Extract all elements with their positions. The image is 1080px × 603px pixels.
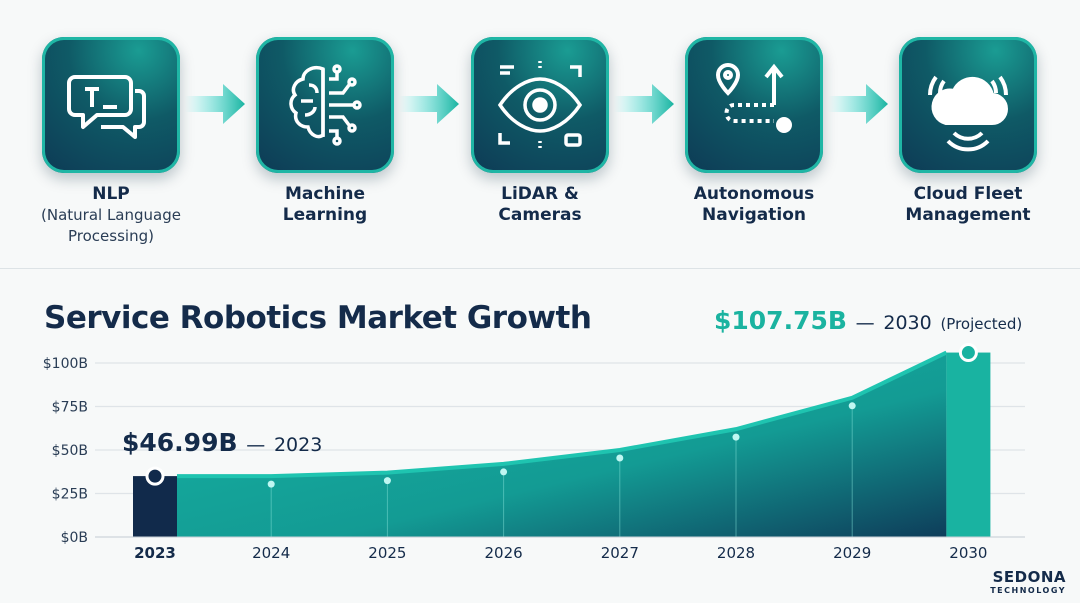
growth-curve — [177, 350, 948, 479]
autonomous-navigation-label: Autonomous Navigation — [693, 184, 815, 225]
y-tick-label: $50B — [52, 443, 88, 459]
lidar-cameras-tile — [471, 37, 609, 173]
nlp-label: NLP (Natural Language Processing) — [41, 184, 181, 245]
x-tick-label: 2029 — [833, 544, 871, 562]
cloud-fleet-label: Cloud Fleet Management — [905, 184, 1031, 225]
machine-learning-tile — [256, 37, 394, 173]
x-tick-label: 2023 — [134, 544, 176, 562]
market-growth-chart: $0B $25B $50B $75B $100B 2023 2024 2025 2026 2027… — [43, 343, 1025, 562]
start-marker — [145, 466, 165, 486]
data-point — [732, 433, 740, 441]
x-tick-label: 2024 — [252, 544, 290, 562]
arrow-right-icon — [614, 84, 674, 124]
x-tick-label: 2025 — [368, 544, 406, 562]
chart-title: Service Robotics Market Growth — [44, 300, 592, 336]
data-point — [616, 454, 624, 462]
machine-learning-label: Machine Learning — [282, 184, 368, 225]
arrow-right-icon — [399, 84, 459, 124]
y-tick-label: $25B — [52, 487, 88, 503]
start-year: 2023 — [273, 434, 323, 456]
data-point — [267, 480, 275, 488]
end-year: 2030 — [883, 312, 932, 334]
data-point — [848, 402, 856, 410]
x-tick-label: 2028 — [717, 544, 755, 562]
end-value: $107.75B — [714, 306, 847, 335]
section-divider — [0, 268, 1080, 269]
cloud-signal-icon — [928, 75, 1008, 152]
end-marker — [958, 343, 978, 363]
route-pin-icon — [715, 62, 792, 133]
end-annotation: $107.75B — 2030 (Projected) — [714, 306, 1023, 335]
nlp-tile — [42, 37, 180, 173]
eye-scan-icon — [497, 61, 583, 149]
brain-circuit-icon — [289, 64, 362, 146]
x-tick-label: 2026 — [485, 544, 523, 562]
x-tick-label: 2027 — [601, 544, 639, 562]
arrow-right-icon — [185, 84, 245, 124]
sedona-logo: SEDONA TECHNOLOGY — [990, 568, 1066, 595]
autonomous-navigation-tile — [685, 37, 823, 173]
lidar-cameras-label: LiDAR & Cameras — [498, 184, 582, 225]
start-annotation: $46.99B — 2023 — [122, 428, 323, 457]
arrow-right-icon — [828, 84, 888, 124]
y-tick-label: $0B — [61, 530, 88, 546]
cloud-fleet-tile — [899, 37, 1037, 173]
bar-2023 — [133, 476, 177, 537]
growth-area — [177, 352, 947, 537]
y-tick-label: $75B — [52, 400, 88, 416]
x-tick-label: 2030 — [949, 544, 987, 562]
y-tick-label: $100B — [43, 356, 88, 372]
start-value: $46.99B — [122, 428, 238, 457]
data-point — [500, 468, 508, 476]
chat-bubbles-icon — [67, 75, 146, 139]
bar-2030 — [946, 352, 991, 537]
projected-note: (Projected) — [940, 315, 1023, 333]
data-point — [383, 477, 391, 485]
